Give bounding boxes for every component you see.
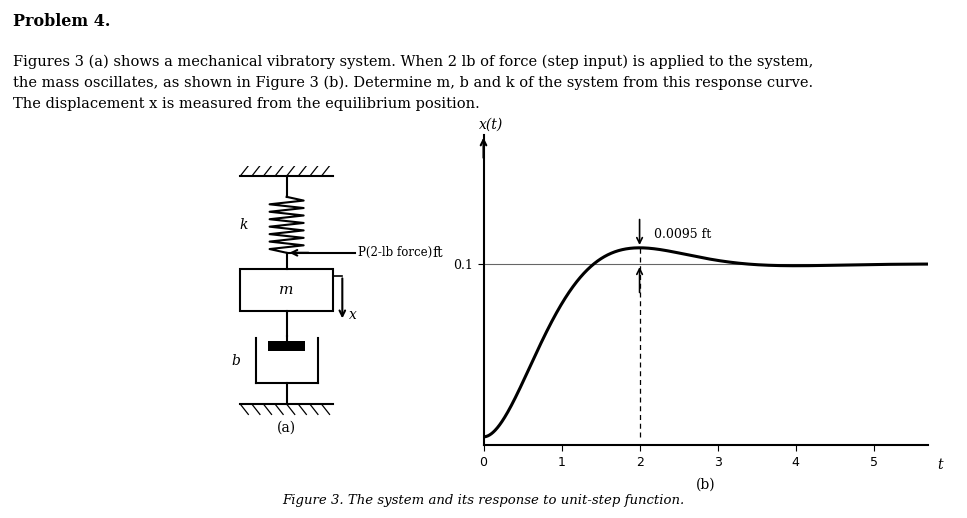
Text: x: x — [348, 308, 357, 322]
Text: Figure 3. The system and its response to unit-step function.: Figure 3. The system and its response to… — [282, 494, 685, 507]
Text: x(t): x(t) — [479, 118, 503, 132]
Text: Problem 4.: Problem 4. — [13, 13, 110, 30]
Text: m: m — [279, 283, 294, 297]
Text: 0.0095 ft: 0.0095 ft — [654, 227, 711, 240]
Text: k: k — [239, 218, 248, 232]
Text: P(2-lb force): P(2-lb force) — [358, 246, 432, 260]
Text: (a): (a) — [278, 421, 296, 435]
Bar — [240, 269, 333, 311]
Bar — [268, 341, 306, 351]
Text: Figures 3 (a) shows a mechanical vibratory system. When 2 lb of force (step inpu: Figures 3 (a) shows a mechanical vibrato… — [13, 54, 813, 111]
Text: t: t — [937, 458, 943, 472]
Text: (b): (b) — [696, 478, 716, 492]
Text: b: b — [231, 353, 240, 368]
Text: ft: ft — [433, 246, 444, 260]
